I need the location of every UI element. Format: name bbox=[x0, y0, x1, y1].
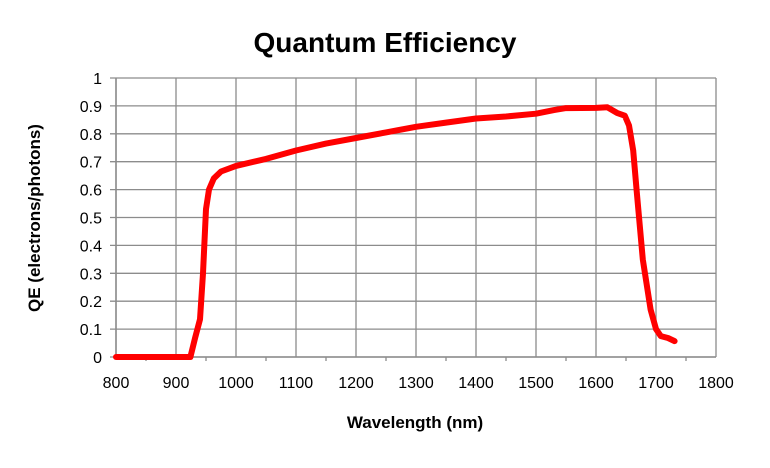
y-tick-labels: 0 0.1 0.2 0.3 0.4 0.5 0.6 0.7 0.8 0.9 1 bbox=[80, 71, 102, 367]
x-tick-label: 1200 bbox=[338, 375, 374, 392]
grid bbox=[110, 77, 717, 361]
x-tick-label: 1800 bbox=[698, 375, 734, 392]
y-axis-label: QE (electrons/photons) bbox=[25, 124, 44, 312]
qe-series-line bbox=[113, 104, 678, 360]
x-tick-label: 900 bbox=[163, 375, 190, 392]
chart-title: Quantum Efficiency bbox=[254, 27, 517, 58]
x-tick-labels: 800 900 1000 1100 1200 1300 1400 1500 1600 1700 18… bbox=[103, 375, 734, 392]
y-tick-label: 0 bbox=[93, 350, 102, 367]
x-tick-label: 1500 bbox=[518, 375, 554, 392]
x-tick-label: 1600 bbox=[578, 375, 614, 392]
y-tick-label: 0.9 bbox=[80, 99, 102, 116]
y-tick-label: 0.7 bbox=[80, 155, 102, 172]
y-tick-label: 0.2 bbox=[80, 294, 102, 311]
x-axis-label: Wavelength (nm) bbox=[347, 413, 483, 432]
y-tick-label: 0.3 bbox=[80, 266, 102, 283]
y-tick-label: 0.8 bbox=[80, 127, 102, 144]
y-tick-label: 0.1 bbox=[80, 322, 102, 339]
y-tick-label: 0.5 bbox=[80, 211, 102, 228]
x-tick-label: 800 bbox=[103, 375, 130, 392]
x-tick-label: 1100 bbox=[279, 375, 314, 392]
x-tick-label: 1400 bbox=[458, 375, 494, 392]
x-tick-label: 1000 bbox=[218, 375, 254, 392]
x-tick-label: 1700 bbox=[638, 375, 674, 392]
x-tick-label: 1300 bbox=[398, 375, 434, 392]
y-tick-label: 0.4 bbox=[80, 238, 102, 255]
y-tick-label: 1 bbox=[93, 71, 102, 88]
y-tick-label: 0.6 bbox=[80, 183, 102, 200]
